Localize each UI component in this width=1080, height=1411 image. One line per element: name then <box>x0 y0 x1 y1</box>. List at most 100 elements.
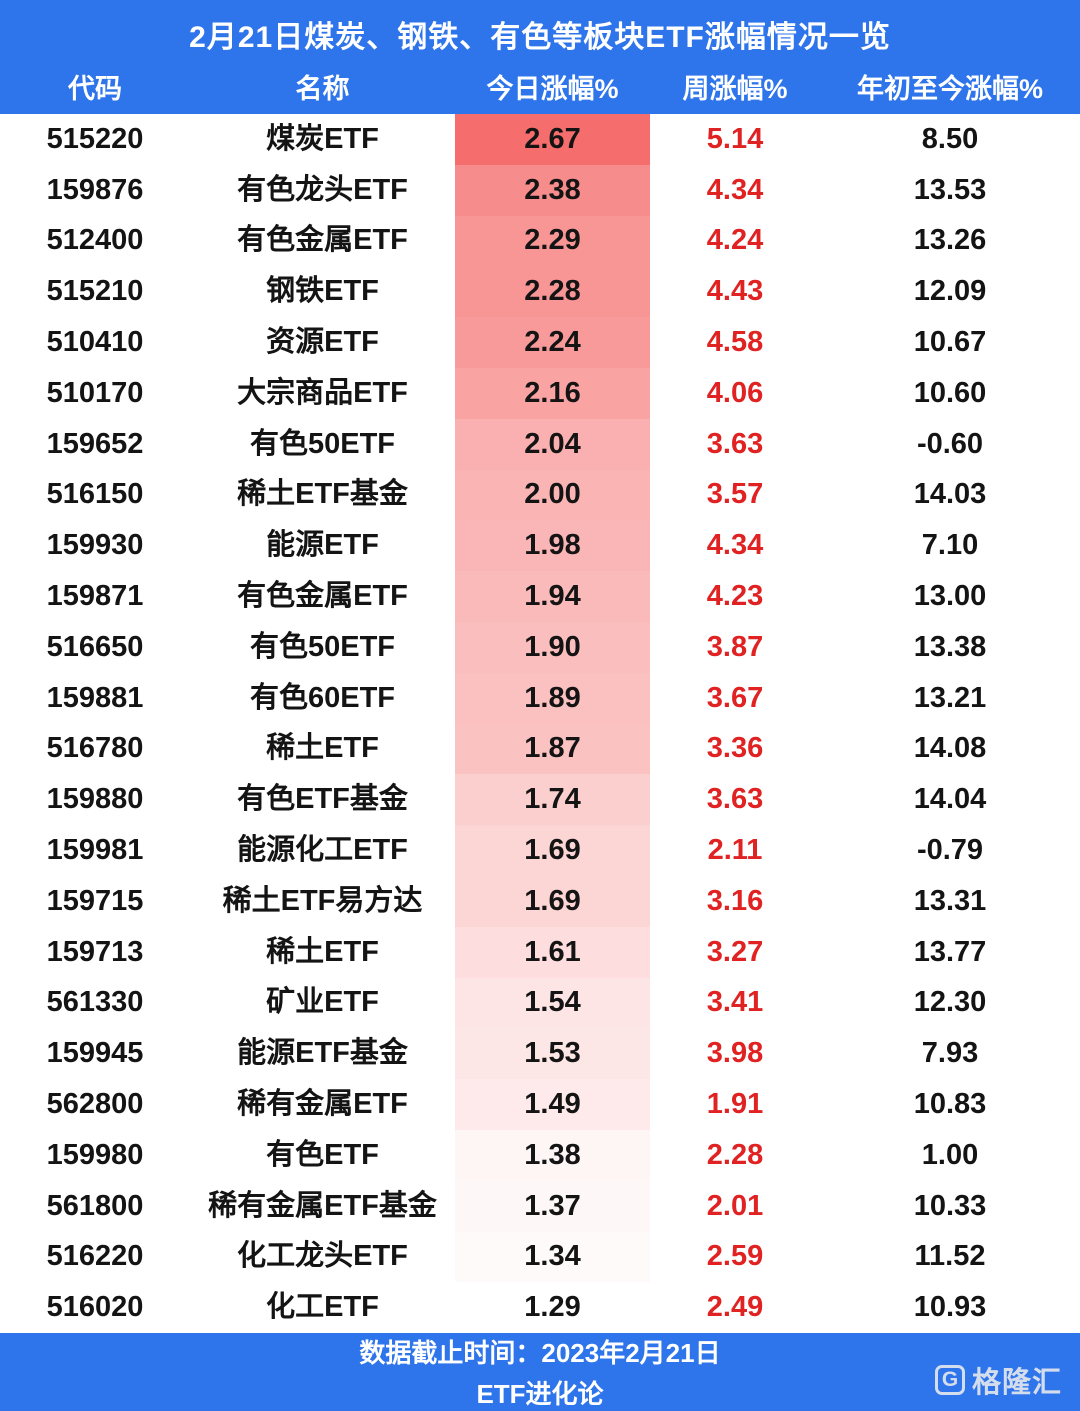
etf-code-cell: 515220 <box>46 122 144 155</box>
today-change-cell: 1.98 <box>455 520 650 572</box>
today-change-cell: 2.04 <box>455 418 650 470</box>
week-change-cell: 3.98 <box>706 1037 764 1070</box>
etf-code-cell: 159981 <box>46 834 144 867</box>
etf-code-cell: 512400 <box>46 224 144 257</box>
etf-code-cell: 515210 <box>46 275 144 308</box>
today-change-cell: 1.29 <box>455 1282 650 1334</box>
etf-code-cell: 516780 <box>46 732 144 765</box>
etf-code-cell: 561330 <box>46 986 144 1019</box>
etf-code-cell: 561800 <box>46 1189 144 1222</box>
etf-name-cell: 大宗商品ETF <box>237 376 408 409</box>
table-row: 561800 稀有金属ETF基金 1.37 2.01 10.33 <box>0 1180 1080 1232</box>
ytd-change-cell: 1.00 <box>921 1138 979 1171</box>
etf-name-cell: 有色龙头ETF <box>237 173 408 206</box>
table-row: 515220 煤炭ETF 2.67 5.14 8.50 <box>0 114 1080 165</box>
table-row: 510170 大宗商品ETF 2.16 4.06 10.60 <box>0 367 1080 419</box>
etf-name-cell: 钢铁ETF <box>266 275 379 308</box>
etf-name-cell: 化工龙头ETF <box>237 1240 408 1273</box>
today-change-cell: 2.38 <box>455 164 650 216</box>
today-change-cell: 1.37 <box>455 1180 650 1232</box>
etf-code-cell: 510410 <box>46 326 144 359</box>
ytd-change-cell: 11.52 <box>914 1240 986 1273</box>
ytd-change-cell: 12.09 <box>913 275 987 308</box>
today-change-cell: 1.90 <box>455 621 650 673</box>
ytd-change-cell: 10.67 <box>913 326 987 359</box>
table-row: 159713 稀土ETF 1.61 3.27 13.77 <box>0 926 1080 978</box>
today-change-cell: 1.38 <box>455 1129 650 1181</box>
ytd-change-cell: -0.79 <box>916 834 984 867</box>
week-change-cell: 2.01 <box>706 1189 764 1222</box>
today-change-cell: 1.54 <box>455 977 650 1029</box>
ytd-change-cell: 10.93 <box>913 1291 987 1324</box>
etf-name-cell: 稀土ETF <box>266 935 379 968</box>
data-cutoff-note: 数据截止时间：2023年2月21日 <box>359 1338 721 1368</box>
ytd-change-cell: 13.00 <box>913 580 987 613</box>
column-header-week: 周涨幅% <box>682 74 788 104</box>
today-change-cell: 2.00 <box>455 469 650 521</box>
etf-code-cell: 562800 <box>46 1088 144 1121</box>
today-change-cell: 1.49 <box>455 1079 650 1130</box>
etf-name-cell: 有色ETF基金 <box>237 783 408 816</box>
today-change-cell: 1.69 <box>455 875 650 927</box>
ytd-change-cell: -0.60 <box>916 427 984 460</box>
ytd-change-cell: 7.10 <box>921 529 979 562</box>
today-change-cell: 2.16 <box>455 367 650 419</box>
column-header-row: 代码 名称 今日涨幅% 周涨幅% 年初至今涨幅% <box>0 67 1080 106</box>
etf-code-cell: 516020 <box>46 1291 144 1324</box>
gelonghui-logo: G 格隆汇 <box>934 1359 1062 1401</box>
week-change-cell: 4.34 <box>706 173 764 206</box>
etf-name-cell: 化工ETF <box>266 1291 379 1324</box>
table-row: 159652 有色50ETF 2.04 3.63 -0.60 <box>0 418 1080 470</box>
table-row: 159880 有色ETF基金 1.74 3.63 14.04 <box>0 774 1080 826</box>
table-row: 159981 能源化工ETF 1.69 2.11 -0.79 <box>0 825 1080 876</box>
table-footer: 数据截止时间：2023年2月21日 ETF进化论 G 格隆汇 <box>0 1333 1080 1411</box>
etf-table: 515220 煤炭ETF 2.67 5.14 8.50 159876 有色龙头E… <box>0 114 1080 1334</box>
today-change-cell: 1.53 <box>455 1028 650 1080</box>
etf-code-cell: 159945 <box>46 1037 144 1070</box>
ytd-change-cell: 13.77 <box>913 935 987 968</box>
table-row: 516020 化工ETF 1.29 2.49 10.93 <box>0 1282 1080 1334</box>
week-change-cell: 3.36 <box>706 732 764 765</box>
week-change-cell: 3.16 <box>706 884 764 917</box>
ytd-change-cell: 7.93 <box>921 1037 979 1070</box>
week-change-cell: 3.87 <box>706 630 764 663</box>
etf-name-cell: 能源化工ETF <box>237 834 408 867</box>
week-change-cell: 2.59 <box>706 1240 764 1273</box>
table-row: 159945 能源ETF基金 1.53 3.98 7.93 <box>0 1028 1080 1080</box>
column-header-ytd: 年初至今涨幅% <box>856 74 1043 104</box>
week-change-cell: 2.11 <box>707 834 763 867</box>
week-change-cell: 2.49 <box>706 1291 764 1324</box>
etf-code-cell: 516220 <box>46 1240 144 1273</box>
week-change-cell: 2.28 <box>706 1138 764 1171</box>
source-name: ETF进化论 <box>476 1379 604 1409</box>
etf-code-cell: 516150 <box>46 478 144 511</box>
table-row: 510410 资源ETF 2.24 4.58 10.67 <box>0 317 1080 368</box>
week-change-cell: 4.06 <box>706 376 764 409</box>
week-change-cell: 4.58 <box>706 326 764 359</box>
table-row: 159930 能源ETF 1.98 4.34 7.10 <box>0 520 1080 572</box>
week-change-cell: 3.41 <box>706 986 764 1019</box>
today-change-cell: 1.69 <box>455 825 650 876</box>
today-change-cell: 1.87 <box>455 723 650 775</box>
etf-code-cell: 159876 <box>46 173 144 206</box>
week-change-cell: 3.63 <box>706 783 764 816</box>
etf-name-cell: 有色50ETF <box>249 427 396 460</box>
ytd-change-cell: 8.50 <box>921 122 979 155</box>
week-change-cell: 4.24 <box>706 224 764 257</box>
table-row: 516150 稀土ETF基金 2.00 3.57 14.03 <box>0 469 1080 521</box>
today-change-cell: 1.89 <box>455 672 650 724</box>
table-row: 516220 化工龙头ETF 1.34 2.59 11.52 <box>0 1231 1080 1283</box>
table-row: 561330 矿业ETF 1.54 3.41 12.30 <box>0 977 1080 1029</box>
table-row: 159881 有色60ETF 1.89 3.67 13.21 <box>0 672 1080 724</box>
table-row: 159980 有色ETF 1.38 2.28 1.00 <box>0 1129 1080 1181</box>
ytd-change-cell: 13.31 <box>913 884 987 917</box>
ytd-change-cell: 13.38 <box>913 630 987 663</box>
table-row: 516780 稀土ETF 1.87 3.36 14.08 <box>0 723 1080 775</box>
etf-name-cell: 稀有金属ETF基金 <box>208 1189 437 1222</box>
column-header-name: 名称 <box>295 74 350 104</box>
etf-name-cell: 稀土ETF基金 <box>237 478 408 511</box>
today-change-cell: 2.67 <box>455 114 650 165</box>
etf-code-cell: 159980 <box>46 1138 144 1171</box>
etf-code-cell: 159715 <box>46 884 144 917</box>
